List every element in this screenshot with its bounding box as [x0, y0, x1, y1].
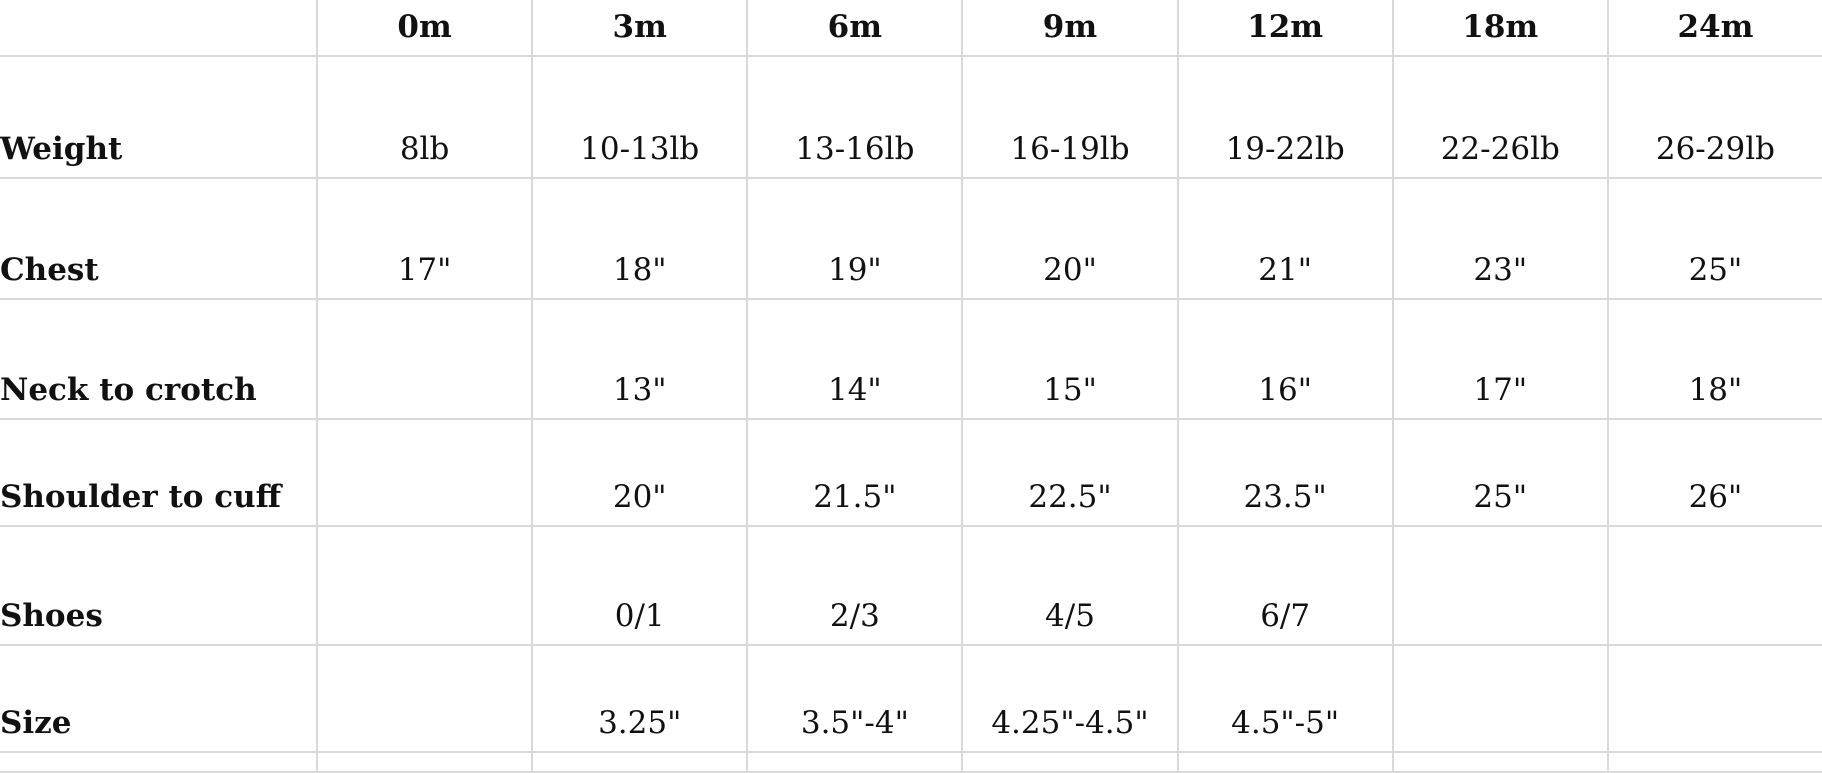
table-cell: [315, 525, 534, 646]
table-cell: 18": [1606, 298, 1822, 420]
table-cell: 4.25"-4.5": [961, 644, 1179, 753]
table-cell: 21.5": [746, 418, 964, 527]
table-cell: [1606, 525, 1822, 646]
table-row: Chest 17" 18" 19" 20" 21" 23" 25": [0, 177, 1822, 300]
row-label: Weight: [0, 55, 318, 179]
table-cell: 25": [1606, 177, 1822, 300]
table-cell: [961, 751, 1179, 773]
table-cell: 13-16lb: [746, 55, 964, 179]
table-cell: [1606, 751, 1822, 773]
table-cell: [315, 298, 534, 420]
table-cell: 4.5"-5": [1176, 644, 1394, 753]
row-label: Chest: [0, 177, 318, 300]
header-cell: 12m: [1176, 0, 1394, 57]
table-row: Size 3.25" 3.5"-4" 4.25"-4.5" 4.5"-5": [0, 644, 1822, 753]
header-cell: 18m: [1391, 0, 1609, 57]
table-cell: 19-22lb: [1176, 55, 1394, 179]
table-cell: 19": [746, 177, 964, 300]
table-cell: 25": [1391, 418, 1609, 527]
header-cell: 3m: [531, 0, 749, 57]
table-row: Shoulder to cuff 20" 21.5" 22.5" 23.5" 25" 26": [0, 418, 1822, 527]
table-cell: 3.25": [531, 644, 749, 753]
header-cell: [0, 0, 318, 57]
table-row: Weight 8lb 10-13lb 13-16lb 16-19lb 19-22lb 22-…: [0, 55, 1822, 179]
table-cell: 14": [746, 298, 964, 420]
row-label: Shoes: [0, 525, 318, 646]
table-cell: [1391, 525, 1609, 646]
table-row-empty: [0, 751, 1822, 773]
table-cell: 0/1: [531, 525, 749, 646]
table-cell: [1391, 644, 1609, 753]
table-cell: 2/3: [746, 525, 964, 646]
table-cell: 17": [315, 177, 534, 300]
table-cell: 15": [961, 298, 1179, 420]
table-cell: 18": [531, 177, 749, 300]
table-cell: [0, 751, 318, 773]
table-cell: [315, 418, 534, 527]
table-cell: 20": [531, 418, 749, 527]
table-cell: [1391, 751, 1609, 773]
table-cell: 10-13lb: [531, 55, 749, 179]
table-cell: 22.5": [961, 418, 1179, 527]
row-label: Size: [0, 644, 318, 753]
table-cell: 22-26lb: [1391, 55, 1609, 179]
table-cell: 26-29lb: [1606, 55, 1822, 179]
table-cell: [315, 751, 534, 773]
table-cell: 20": [961, 177, 1179, 300]
table-cell: 21": [1176, 177, 1394, 300]
table-cell: 17": [1391, 298, 1609, 420]
header-cell: 6m: [746, 0, 964, 57]
table-row: Shoes 0/1 2/3 4/5 6/7: [0, 525, 1822, 646]
row-label: Neck to crotch: [0, 298, 318, 420]
header-cell: 9m: [961, 0, 1179, 57]
table-cell: [315, 644, 534, 753]
row-label: Shoulder to cuff: [0, 418, 318, 527]
table-cell: 26": [1606, 418, 1822, 527]
table-cell: [1176, 751, 1394, 773]
table-cell: [1606, 644, 1822, 753]
table-cell: [531, 751, 749, 773]
table-cell: 16-19lb: [961, 55, 1179, 179]
table-cell: 3.5"-4": [746, 644, 964, 753]
table-cell: 6/7: [1176, 525, 1394, 646]
table-cell: 4/5: [961, 525, 1179, 646]
table-cell: 23.5": [1176, 418, 1394, 527]
table-cell: 23": [1391, 177, 1609, 300]
table-cell: 13": [531, 298, 749, 420]
table-cell: 16": [1176, 298, 1394, 420]
header-row: 0m 3m 6m 9m 12m 18m 24m: [0, 0, 1822, 57]
table-row: Neck to crotch 13" 14" 15" 16" 17" 18": [0, 298, 1822, 420]
table-cell: [746, 751, 964, 773]
table-cell: 8lb: [315, 55, 534, 179]
header-cell: 24m: [1606, 0, 1822, 57]
header-cell: 0m: [315, 0, 534, 57]
